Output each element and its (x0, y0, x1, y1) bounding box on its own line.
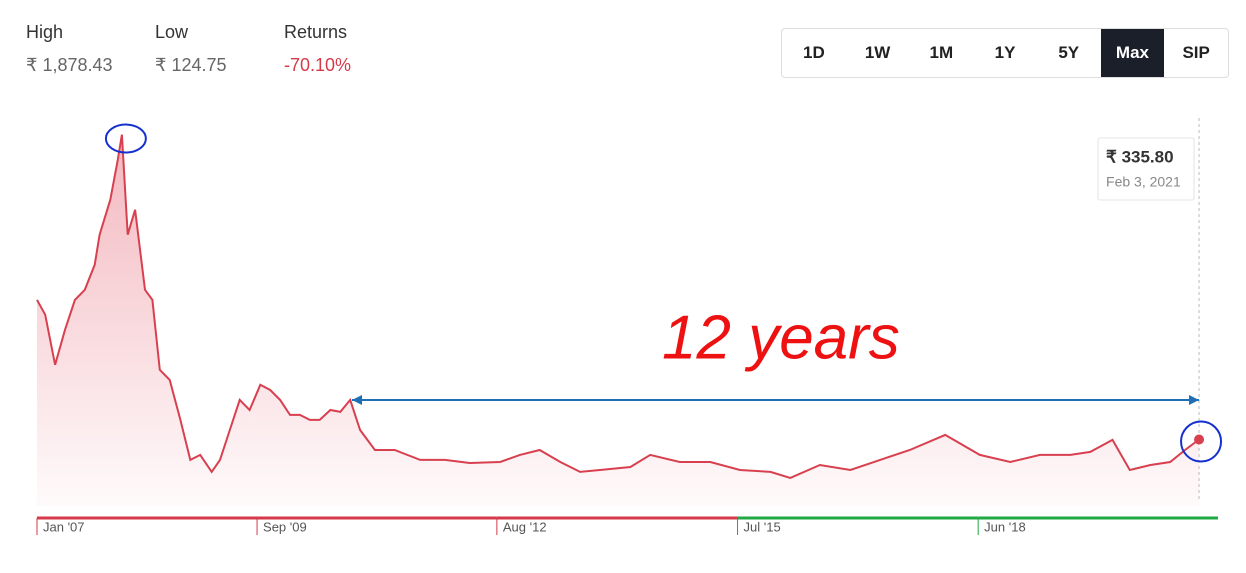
stat-label: Low (155, 22, 189, 42)
highlight-circle (1180, 420, 1223, 463)
stat: Low ₹ 124.75 (155, 22, 227, 76)
range-button[interactable]: 5Y (1058, 43, 1080, 62)
x-tick-label: Jun '18 (984, 519, 1026, 534)
arrow-head (352, 395, 362, 405)
stat-value: ₹ 1,878.43 (26, 55, 113, 75)
annotation: 12 years (662, 303, 900, 372)
stat: Returns -70.10% (284, 22, 351, 76)
stat: High ₹ 1,878.43 (26, 22, 113, 76)
range-button[interactable]: 1W (864, 43, 891, 62)
stat-value: ₹ 124.75 (155, 55, 227, 75)
stat-label: Returns (284, 22, 348, 42)
x-tick-label: Sep '09 (263, 519, 307, 534)
x-tick-label: Aug '12 (503, 519, 547, 534)
range-button[interactable]: Max (1100, 29, 1165, 77)
stat-label: High (26, 22, 64, 42)
highlight-circle (104, 123, 147, 154)
range-button[interactable]: 1M (929, 43, 954, 62)
x-tick-label: Jul '15 (744, 519, 781, 534)
range-button[interactable]: 1Y (994, 43, 1016, 62)
tooltip-value: ₹ 335.80 (1106, 147, 1174, 166)
range-button[interactable]: SIP (1182, 43, 1210, 62)
range-button[interactable]: 1D (802, 43, 825, 62)
x-tick-label: Jan '07 (43, 519, 85, 534)
tooltip-date: Feb 3, 2021 (1106, 174, 1181, 190)
range-selector: 1D 1W 1M 1Y 5Y Max SIP (781, 28, 1229, 78)
tooltip-box (1097, 137, 1195, 201)
arrow-head (1189, 395, 1200, 405)
area (37, 134, 1200, 506)
stat-value: -70.10% (284, 55, 352, 75)
price-line (36, 134, 1200, 479)
last-point (1194, 434, 1205, 445)
